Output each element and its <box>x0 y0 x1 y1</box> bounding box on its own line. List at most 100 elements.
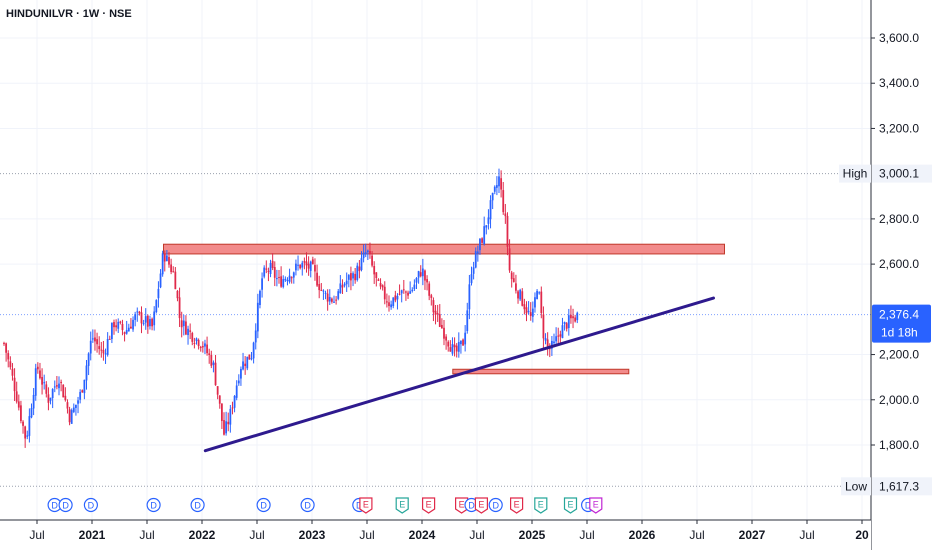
candle-body <box>343 283 346 286</box>
candle-body <box>529 312 532 316</box>
price-axis-tick-label: 2,200.0 <box>879 348 919 362</box>
candle-body <box>55 385 58 387</box>
candle-body <box>94 337 96 342</box>
candle-body <box>240 368 242 379</box>
candle-body <box>411 289 414 292</box>
candle-body <box>487 217 490 224</box>
candle-body <box>201 346 204 348</box>
time-axis-tick-label: Jul <box>579 528 594 542</box>
candle-body <box>576 312 579 321</box>
candle-body <box>413 284 416 290</box>
candle-body <box>106 339 109 355</box>
candle-body <box>123 332 126 334</box>
candle-body <box>369 250 371 255</box>
candle-body <box>311 259 314 265</box>
candle-body <box>142 323 145 325</box>
candle-body <box>248 354 251 360</box>
candle-body <box>400 290 403 294</box>
candle-body <box>20 405 22 421</box>
time-axis-tick-label: Jul <box>799 528 814 542</box>
candle-body <box>288 275 291 282</box>
time-axis-tick-label: 2023 <box>299 528 326 542</box>
candle-body <box>385 301 388 303</box>
candle-body <box>144 316 147 323</box>
candle-body <box>320 289 323 291</box>
price-axis-tick-label: 2,800.0 <box>879 212 919 226</box>
last-price-countdown: 1d 18h <box>881 326 918 340</box>
candle-body <box>493 186 496 192</box>
candle-body <box>45 384 48 394</box>
candle-body <box>438 314 441 327</box>
candle-body <box>330 298 333 302</box>
annotation-layer <box>163 243 725 375</box>
candle-body <box>419 272 422 277</box>
candle-body <box>242 361 244 370</box>
earnings-badge-label: E <box>363 500 369 510</box>
candle-body <box>356 265 359 280</box>
candle-body <box>223 420 225 435</box>
candle-body <box>163 253 166 262</box>
candle-body <box>424 270 426 281</box>
candle-body <box>409 291 412 294</box>
candle-body <box>292 272 295 278</box>
candle-body <box>43 382 46 384</box>
candle-body <box>546 339 549 347</box>
earnings-badge: E <box>510 497 524 514</box>
candle-body <box>479 238 481 251</box>
candle-body <box>49 397 52 401</box>
candle-body <box>39 370 41 379</box>
candle-body <box>432 300 435 313</box>
earnings-badge: E <box>474 497 488 514</box>
candle-body <box>108 338 111 340</box>
candle-body <box>366 250 369 253</box>
earnings-badge: E <box>395 497 409 514</box>
candle-body <box>360 258 363 271</box>
candle-body <box>572 316 574 319</box>
candle-body <box>252 342 255 359</box>
candle-body <box>231 407 234 409</box>
candle-body <box>278 276 280 278</box>
candle-body <box>178 297 181 319</box>
candle-body <box>295 263 297 271</box>
candle-body <box>235 385 238 398</box>
candle-body <box>544 338 547 341</box>
candle-body <box>443 327 445 339</box>
candle-body <box>168 257 170 265</box>
candle-body <box>64 395 67 401</box>
price-axis: 3,600.0 3,400.0 3,200.0 2,800.0 2,600.0 2,200… <box>839 0 932 550</box>
low-value: 1,617.3 <box>879 479 919 493</box>
candle-body <box>275 278 278 280</box>
candle-body <box>574 317 577 322</box>
candle-body <box>89 340 92 354</box>
time-axis-tick-label: 20 <box>855 528 869 542</box>
candle-body <box>140 312 143 324</box>
time-axis-tick-label: 2026 <box>629 528 656 542</box>
candle-body <box>246 356 249 369</box>
candle-body <box>335 299 338 301</box>
candle-body <box>405 291 407 293</box>
candle-body <box>383 286 386 300</box>
time-axis: Jul 2021 Jul 2022 Jul 2023 Jul 2024 Jul 2025 Jul 20… <box>0 519 871 550</box>
candle-body <box>468 284 471 310</box>
candle-body <box>237 380 240 384</box>
earnings-badge: E <box>563 497 578 514</box>
candle-body <box>5 343 8 353</box>
candle-body <box>567 315 570 329</box>
candle-body <box>341 285 344 288</box>
dividend-badge-label: D <box>585 500 592 510</box>
dividend-badge: D <box>146 497 161 513</box>
time-axis-tick-label: 2024 <box>409 528 436 542</box>
candle-body <box>250 358 253 360</box>
candle-body <box>470 274 473 284</box>
dividend-badge-label: D <box>51 500 58 510</box>
candle-body <box>127 327 130 332</box>
candle-body <box>508 248 511 271</box>
candle-body <box>449 347 452 352</box>
earnings-badge-label: E <box>399 500 405 510</box>
candle-body <box>506 215 509 247</box>
candle-body <box>72 407 75 412</box>
candle-body <box>318 284 321 291</box>
resistance-zone <box>163 243 725 255</box>
